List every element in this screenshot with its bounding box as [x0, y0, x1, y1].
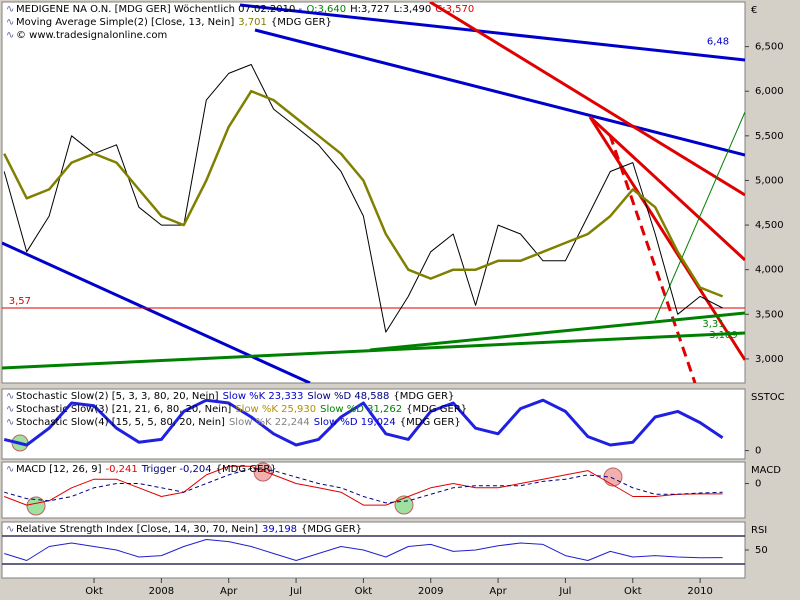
trendline [2, 241, 311, 383]
legend-entry: Trigger -0,204 [141, 464, 212, 475]
axis-label: RSI [751, 525, 767, 536]
legend-line: © www.tradesignalonline.com [16, 30, 167, 41]
x-tick-label: Jul [558, 586, 571, 597]
series-group [3, 398, 724, 447]
legend-icon: ∿ [6, 524, 14, 535]
legend-entry: {MDG GER} [216, 464, 277, 475]
trendline [588, 116, 745, 361]
y-tick-label: 3,000 [755, 354, 784, 365]
legend-entry: 3,701 [238, 17, 267, 28]
stoch-panel [1, 388, 746, 460]
x-tick-label: 2010 [687, 586, 712, 597]
legend-entry: Stochastic Slow(4) [15, 5, 5, 80, 20, Ne… [16, 417, 225, 428]
signal [26, 496, 46, 516]
signal [603, 467, 623, 487]
legend-icon: ∿ [6, 404, 14, 415]
legend-entry: C:3,570 [435, 4, 474, 15]
legend-entry: Slow %D 48,588 [307, 391, 389, 402]
y-tick-label: 0 [755, 446, 761, 457]
legend-entry: Relative Strength Index [Close, 14, 30, … [16, 524, 258, 535]
legend-icon: ∿ [6, 417, 14, 428]
legend-entry: H:3,727 [350, 4, 390, 15]
annotation: 3,189 [709, 330, 738, 341]
trendline [608, 134, 697, 383]
legend-line: Stochastic Slow(3) [21, 21, 6, 80, 20, N… [16, 404, 467, 415]
legend-entry: {MDG GER} [393, 391, 454, 402]
series-group [4, 465, 723, 506]
y-tick-label: 3,500 [755, 309, 784, 320]
axis-label: SSTOC [751, 392, 785, 403]
y-tick-label: 4,500 [755, 220, 784, 231]
legend-icon: ∿ [6, 30, 14, 41]
series-group [4, 539, 723, 561]
legend-entry: {MDG GER} [301, 524, 362, 535]
y-tick-label: 0 [755, 479, 761, 490]
legend-entry: O:3,640 [306, 4, 346, 15]
x-tick-label: 2009 [418, 586, 443, 597]
legend-entry: 39,198 [262, 524, 297, 535]
y-tick-label: 6,000 [755, 86, 784, 97]
legend-entry: {MDG GER} [400, 417, 461, 428]
series-group [3, 64, 724, 333]
legend-line: Stochastic Slow(2) [5, 3, 3, 80, 20, Nei… [16, 391, 454, 402]
legend-entry: © www.tradesignalonline.com [16, 30, 167, 41]
legend-icon: ∿ [6, 391, 14, 402]
trendline [239, 3, 745, 62]
legend-entry: Stochastic Slow(2) [5, 3, 3, 80, 20, Nei… [16, 391, 219, 402]
legend-line: Stochastic Slow(4) [15, 5, 5, 80, 20, Ne… [16, 417, 461, 428]
y-tick-label: 50 [755, 545, 768, 556]
legend-line: MACD [12, 26, 9] -0,241 Trigger -0,204 {MDG… [16, 464, 277, 475]
x-tick-label: Jul [289, 586, 302, 597]
x-tick-label: Okt [85, 586, 103, 597]
series-line [3, 64, 723, 333]
x-tick-label: Okt [355, 586, 373, 597]
legend-entry: L:3,490 [394, 4, 432, 15]
legend-entry: Slow %D 31,262 [320, 404, 402, 415]
legend-entry: Slow %K 22,244 [229, 417, 310, 428]
signal [253, 462, 273, 482]
legend-entry: Stochastic Slow(3) [21, 21, 6, 80, 20, N… [16, 404, 231, 415]
trendline [369, 311, 745, 352]
series-line [4, 465, 723, 506]
legend-icon: ∿ [6, 17, 14, 28]
signal [394, 495, 414, 515]
legend-entry: {MDG GER} [406, 404, 467, 415]
price-panel [1, 1, 746, 384]
x-tick-label: Apr [489, 586, 507, 597]
legend-entry: -0,241 [105, 464, 137, 475]
trendline [254, 28, 745, 157]
axis-label: MACD [751, 465, 781, 476]
y-tick-label: 6,500 [755, 42, 784, 53]
trendline [429, 2, 745, 197]
annotation: 3,31 [702, 319, 724, 330]
y-tick-label: 5,500 [755, 131, 784, 142]
legend-entry: MEDIGENE NA O.N. [MDG GER] Wöchentlich 0… [16, 4, 303, 15]
legend-entry: Slow %K 25,930 [235, 404, 316, 415]
legend-line: Moving Average Simple(2) [Close, 13, Nei… [16, 17, 332, 28]
legend-line: Relative Strength Index [Close, 14, 30, … [16, 524, 362, 535]
legend-entry: Slow %K 23,333 [223, 391, 304, 402]
y-tick-label: 4,000 [755, 265, 784, 276]
annotation: 3,57 [9, 296, 31, 307]
legend-line: MEDIGENE NA O.N. [MDG GER] Wöchentlich 0… [16, 4, 474, 15]
legend-icon: ∿ [6, 464, 14, 475]
legend-entry: MACD [12, 26, 9] [16, 464, 102, 475]
annotation: 6,48 [707, 36, 729, 47]
series-line [4, 539, 723, 561]
legend-entry: Slow %D 19,024 [314, 417, 396, 428]
axis-label: € [751, 5, 757, 16]
series-line [4, 468, 723, 504]
x-tick-label: 2008 [149, 586, 174, 597]
trendline [588, 115, 745, 262]
legend-entry: {MDG GER} [271, 17, 332, 28]
series-line [3, 89, 724, 298]
legend-entry: Moving Average Simple(2) [Close, 13, Nei… [16, 17, 234, 28]
y-tick-label: 5,000 [755, 175, 784, 186]
x-tick-label: Okt [624, 586, 642, 597]
series-line [3, 398, 724, 447]
legend-icon: ∿ [6, 4, 14, 15]
rsi-panel [1, 521, 746, 579]
x-tick-label: Apr [220, 586, 238, 597]
